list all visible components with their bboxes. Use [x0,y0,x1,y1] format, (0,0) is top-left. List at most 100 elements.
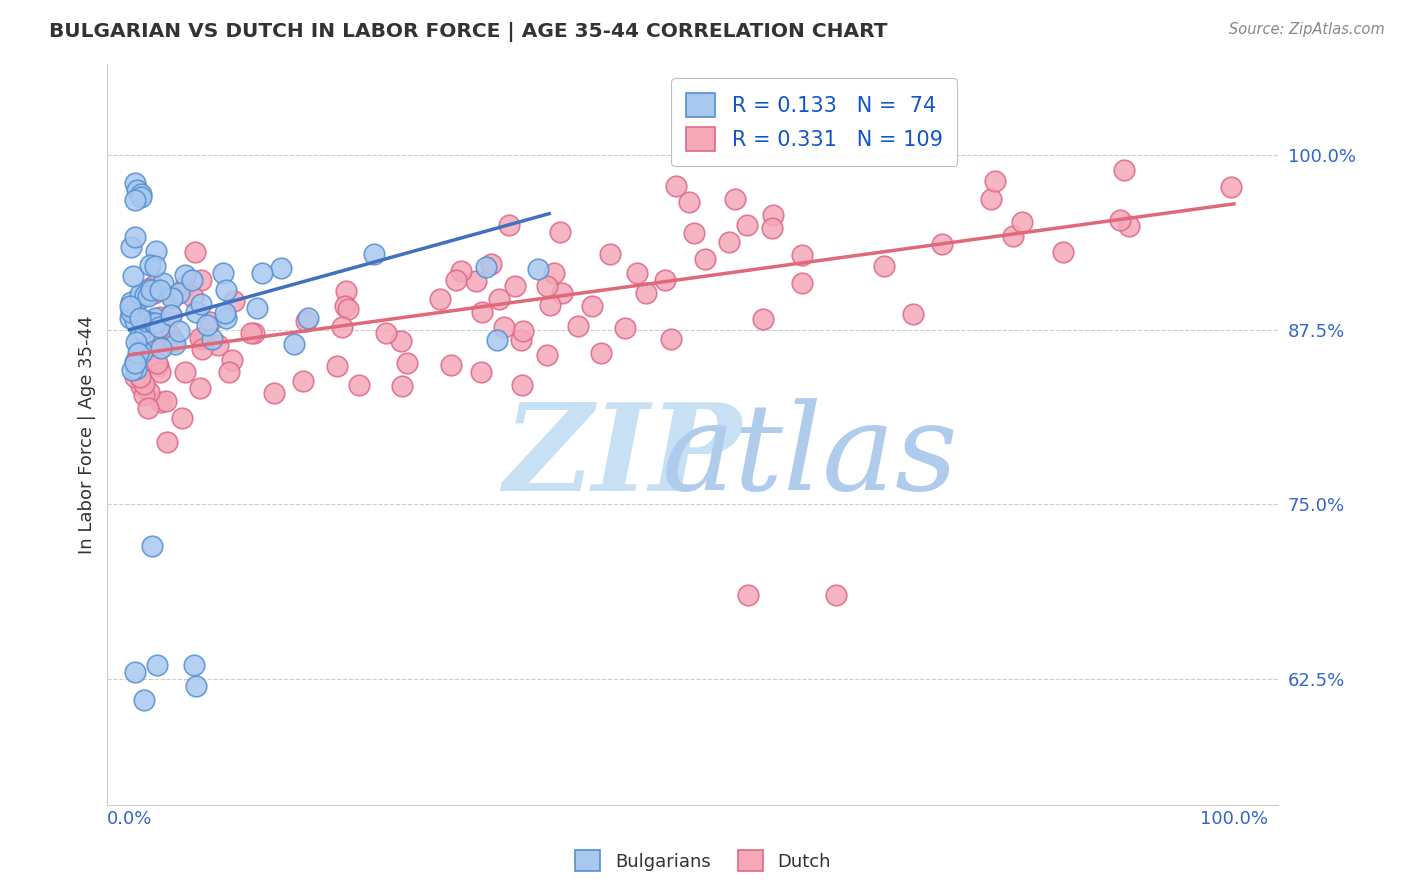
Point [211,266,233,280]
Point [336,301,359,316]
Point [375,326,398,340]
Point [295,313,318,327]
Point [129,379,152,393]
Point [134,326,156,341]
Point [1118,219,1140,234]
Point [165,337,187,351]
Point [440,358,463,372]
Point [163,334,186,349]
Point [138,289,160,303]
Point [184,305,207,319]
Point [479,257,502,271]
Point [270,260,292,275]
Point [128,344,150,359]
Point [145,244,167,258]
Text: BULGARIAN VS DUTCH IN LABOR FORCE | AGE 35-44 CORRELATION CHART: BULGARIAN VS DUTCH IN LABOR FORCE | AGE … [49,22,887,42]
Point [180,273,202,287]
Point [148,319,170,334]
Point [538,298,561,312]
Point [160,291,183,305]
Point [349,377,371,392]
Point [215,311,238,326]
Point [510,333,533,347]
Point [159,308,181,322]
Point [492,320,515,334]
Point [931,237,953,252]
Point [129,187,152,202]
Point [486,334,509,348]
Point [132,387,155,401]
Text: Source: ZipAtlas.com: Source: ZipAtlas.com [1229,22,1385,37]
Point [510,378,533,392]
Point [450,263,472,277]
Point [333,299,356,313]
Point [581,299,603,313]
Point [488,292,510,306]
Point [128,310,150,325]
Point [636,286,658,301]
Point [190,273,212,287]
Point [124,176,146,190]
Point [536,278,558,293]
Text: ZIP: ZIP [503,398,741,516]
Point [181,290,204,304]
Point [170,411,193,425]
Point [190,297,212,311]
Point [143,311,166,326]
Point [124,193,146,207]
Point [128,287,150,301]
Point [903,307,925,321]
Point [127,346,149,360]
Point [200,332,222,346]
Point [243,326,266,340]
Point [737,588,759,602]
Point [207,338,229,352]
Point [128,293,150,307]
Point [389,334,412,349]
Point [132,693,155,707]
Point [120,295,142,310]
Point [1112,163,1135,178]
Point [218,366,240,380]
Point [551,285,574,300]
Point [118,310,141,325]
Point [263,386,285,401]
Point [470,365,492,379]
Point [548,225,571,239]
Point [444,273,467,287]
Point [160,289,183,303]
Point [149,366,172,380]
Point [124,369,146,384]
Point [200,315,222,329]
Point [131,344,153,359]
Point [471,305,494,319]
Point [138,384,160,399]
Point [536,348,558,362]
Point [124,356,146,370]
Point [183,658,205,673]
Point [124,334,146,349]
Point [239,326,262,341]
Point [503,279,526,293]
Point [120,299,142,313]
Point [160,308,183,322]
Point [149,394,172,409]
Point [464,274,486,288]
Point [1011,215,1033,229]
Point [297,311,319,326]
Point [250,266,273,280]
Point [512,324,534,338]
Point [215,284,238,298]
Point [120,239,142,253]
Point [498,218,520,232]
Point [127,183,149,197]
Point [124,665,146,680]
Point [167,286,190,301]
Point [396,356,419,370]
Point [139,258,162,272]
Point [363,247,385,261]
Point [136,401,159,415]
Point [591,345,613,359]
Point [134,288,156,302]
Point [626,266,648,280]
